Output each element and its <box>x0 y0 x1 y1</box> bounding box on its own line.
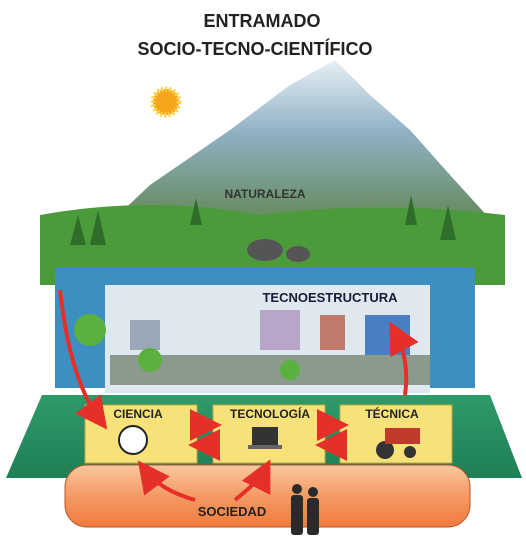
nature-label: NATURALEZA <box>224 187 305 201</box>
society-bar <box>65 465 470 527</box>
title-line: SOCIO-TECNO-CIENTÍFICO <box>138 38 373 59</box>
title: ENTRAMADO SOCIO-TECNO-CIENTÍFICO <box>138 11 373 59</box>
science-label: CIENCIA <box>113 407 163 421</box>
society-label: SOCIEDAD <box>198 504 267 519</box>
title-line: ENTRAMADO <box>204 11 321 31</box>
technology-label: TECNOLOGÍA <box>230 406 310 421</box>
diagram: ENTRAMADO SOCIO-TECNO-CIENTÍFICO NATURAL… <box>0 0 526 543</box>
sun <box>153 89 179 115</box>
technique-label: TÉCNICA <box>365 406 419 421</box>
technostructure-label: TECNOESTRUCTURA <box>262 290 398 305</box>
